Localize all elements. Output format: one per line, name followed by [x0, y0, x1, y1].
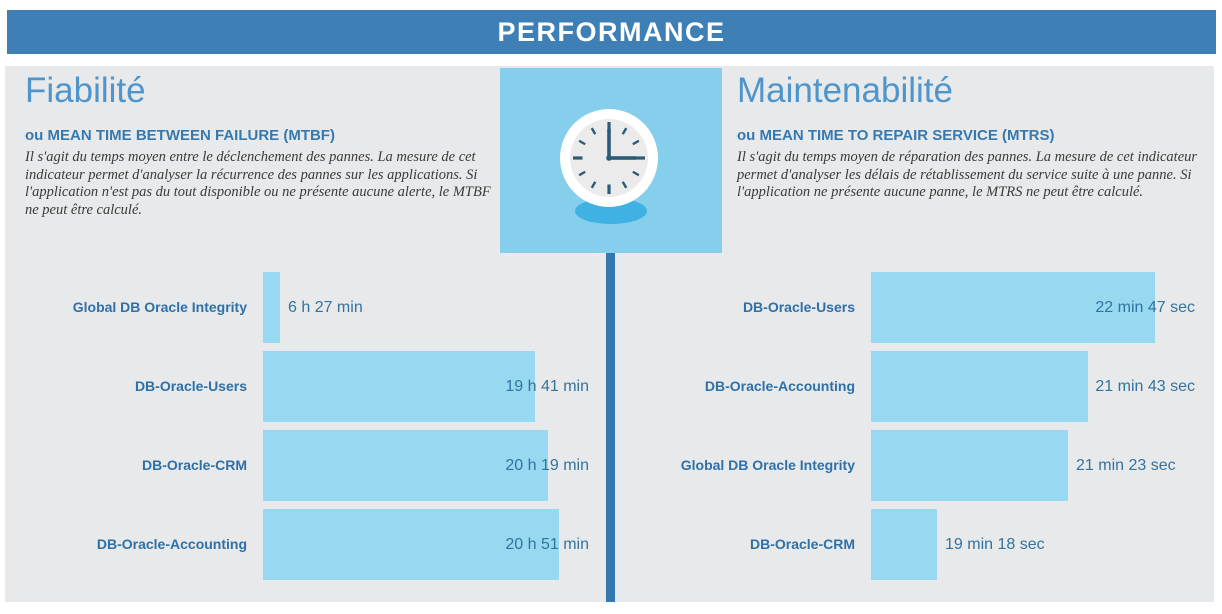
chart-row: Global DB Oracle Integrity 21 min 23 sec — [628, 430, 1195, 501]
value-label: 19 min 18 sec — [945, 535, 1045, 553]
bar — [871, 272, 1156, 343]
chart-row: DB-Oracle-Users 19 h 41 min — [20, 351, 589, 422]
value-label: 21 min 23 sec — [1076, 456, 1176, 474]
bar — [871, 351, 1089, 422]
value-label: 20 h 51 min — [505, 535, 589, 553]
value-label: 21 min 43 sec — [1095, 377, 1195, 395]
bar-area: 21 min 43 sec — [871, 351, 1195, 422]
section-title-fiabilite: Fiabilité — [25, 71, 146, 110]
section-title-maintenabilite: Maintenabilité — [737, 71, 953, 110]
bar — [871, 430, 1068, 501]
chart-row: DB-Oracle-Accounting 20 h 51 min — [20, 509, 589, 580]
bar-area: 19 h 41 min — [263, 351, 589, 422]
page-title: PERFORMANCE — [497, 16, 726, 47]
value-label: 20 h 19 min — [505, 456, 589, 474]
chart-row: Global DB Oracle Integrity 6 h 27 min — [20, 272, 589, 343]
bar-area: 21 min 23 sec — [871, 430, 1195, 501]
section-subtitle-mtbf: ou MEAN TIME BETWEEN FAILURE (MTBF) — [25, 127, 335, 144]
category-label: DB-Oracle-Accounting — [704, 378, 855, 395]
category-label: Global DB Oracle Integrity — [72, 299, 247, 316]
section-description-mtrs: Il s'agit du temps moyen de réparation d… — [737, 149, 1198, 201]
bar — [871, 509, 937, 580]
value-label: 6 h 27 min — [288, 298, 363, 316]
section-subtitle-mtrs: ou MEAN TIME TO REPAIR SERVICE (MTRS) — [737, 127, 1055, 144]
chart-row: DB-Oracle-CRM 20 h 19 min — [20, 430, 589, 501]
category-label: DB-Oracle-Users — [742, 299, 855, 316]
clock-icon — [560, 109, 658, 224]
content-panel: Fiabilité ou MEAN TIME BETWEEN FAILURE (… — [5, 66, 1214, 602]
category-label: Global DB Oracle Integrity — [680, 457, 855, 474]
bar — [263, 509, 559, 580]
category-label: DB-Oracle-Accounting — [96, 536, 247, 553]
chart-row: DB-Oracle-Accounting 21 min 43 sec — [628, 351, 1195, 422]
bar — [263, 272, 280, 343]
bar-area: 6 h 27 min — [263, 272, 589, 343]
section-description-mtbf: Il s'agit du temps moyen entre le déclen… — [25, 149, 491, 219]
category-label: DB-Oracle-Users — [134, 378, 247, 395]
bar-area: 19 min 18 sec — [871, 509, 1195, 580]
chart-row: DB-Oracle-Users 22 min 47 sec — [628, 272, 1195, 343]
bar-area: 20 h 51 min — [263, 509, 589, 580]
chart-row: DB-Oracle-CRM 19 min 18 sec — [628, 509, 1195, 580]
bar-area: 20 h 19 min — [263, 430, 589, 501]
bar-area: 22 min 47 sec — [871, 272, 1195, 343]
vertical-divider — [606, 253, 615, 602]
value-label: 22 min 47 sec — [1095, 298, 1195, 316]
category-label: DB-Oracle-CRM — [749, 536, 855, 553]
mtbf-bar-chart: Global DB Oracle Integrity 6 h 27 min DB-O… — [20, 272, 589, 588]
category-label: DB-Oracle-CRM — [141, 457, 247, 474]
bar — [263, 351, 535, 422]
mtrs-bar-chart: DB-Oracle-Users 22 min 47 sec DB-Oracle-Ac… — [628, 272, 1195, 588]
header-band: PERFORMANCE — [7, 10, 1216, 54]
clock-tile — [500, 68, 722, 253]
value-label: 19 h 41 min — [505, 377, 589, 395]
bar — [263, 430, 548, 501]
